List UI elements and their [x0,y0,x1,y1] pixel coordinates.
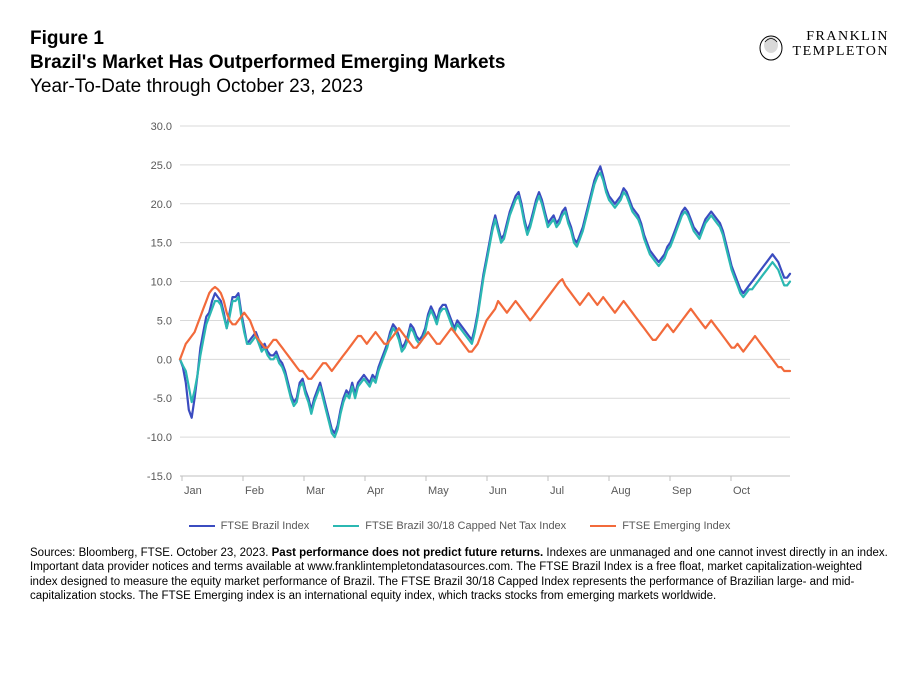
header: Figure 1 Brazil's Market Has Outperforme… [30,28,889,98]
legend-swatch [590,525,616,528]
svg-text:30.0: 30.0 [150,121,171,133]
legend-label: FTSE Brazil 30/18 Capped Net Tax Index [365,520,566,532]
chart-container: -15.0 -10.0 -5.0 0.0 5.0 10.0 15.0 20.0 25.0 30.0… [30,116,889,516]
footnote-bold: Past performance does not predict future… [272,547,544,559]
svg-text:10.0: 10.0 [150,277,171,289]
brand-logo: FRANKLIN TEMPLETON [755,28,889,62]
svg-text:-15.0: -15.0 [146,471,171,483]
legend: FTSE Brazil Index FTSE Brazil 30/18 Cappe… [30,520,889,532]
svg-text:Jan: Jan [184,485,202,497]
svg-text:May: May [428,485,449,497]
svg-text:Mar: Mar [306,485,325,497]
svg-text:0.0: 0.0 [156,354,171,366]
svg-text:Feb: Feb [245,485,264,497]
svg-text:Jul: Jul [550,485,564,497]
legend-item: FTSE Brazil Index [189,520,310,532]
series-line [180,166,790,433]
svg-text:25.0: 25.0 [150,160,171,172]
legend-swatch [189,525,215,528]
logo-line1: FRANKLIN [793,30,889,45]
legend-swatch [333,525,359,528]
footnote-prefix: Sources: Bloomberg, FTSE. October 23, 20… [30,547,272,559]
footnote: Sources: Bloomberg, FTSE. October 23, 20… [30,546,889,604]
svg-text:-5.0: -5.0 [153,393,172,405]
figure-label: Figure 1 [30,28,755,50]
svg-text:Sep: Sep [672,485,692,497]
logo-line2: TEMPLETON [793,45,889,60]
svg-text:15.0: 15.0 [150,238,171,250]
chart-subtitle: Year-To-Date through October 23, 2023 [30,76,755,98]
legend-label: FTSE Brazil Index [221,520,310,532]
svg-text:Apr: Apr [367,485,384,497]
svg-text:Aug: Aug [611,485,631,497]
svg-text:20.0: 20.0 [150,199,171,211]
title-block: Figure 1 Brazil's Market Has Outperforme… [30,28,755,98]
series-line [180,279,790,379]
legend-item: FTSE Brazil 30/18 Capped Net Tax Index [333,520,566,532]
svg-text:5.0: 5.0 [156,315,171,327]
legend-label: FTSE Emerging Index [622,520,730,532]
svg-text:Oct: Oct [733,485,750,497]
series-line [180,173,790,437]
chart-title: Brazil's Market Has Outperformed Emergin… [30,52,755,74]
svg-text:Jun: Jun [489,485,507,497]
line-chart: -15.0 -10.0 -5.0 0.0 5.0 10.0 15.0 20.0 25.0 30.0… [120,116,800,516]
franklin-icon [755,30,787,62]
svg-text:-10.0: -10.0 [146,432,171,444]
legend-item: FTSE Emerging Index [590,520,730,532]
